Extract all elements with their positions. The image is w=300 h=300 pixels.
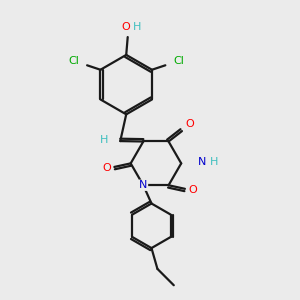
Text: N: N <box>198 157 206 167</box>
Text: O: O <box>185 119 194 129</box>
Text: H: H <box>209 157 218 167</box>
Text: O: O <box>122 22 130 32</box>
Text: H: H <box>132 22 141 32</box>
Text: O: O <box>188 185 197 195</box>
Text: O: O <box>103 163 111 173</box>
Text: Cl: Cl <box>68 56 79 66</box>
Text: H: H <box>100 135 108 145</box>
Text: N: N <box>139 180 148 190</box>
Text: Cl: Cl <box>174 56 184 66</box>
